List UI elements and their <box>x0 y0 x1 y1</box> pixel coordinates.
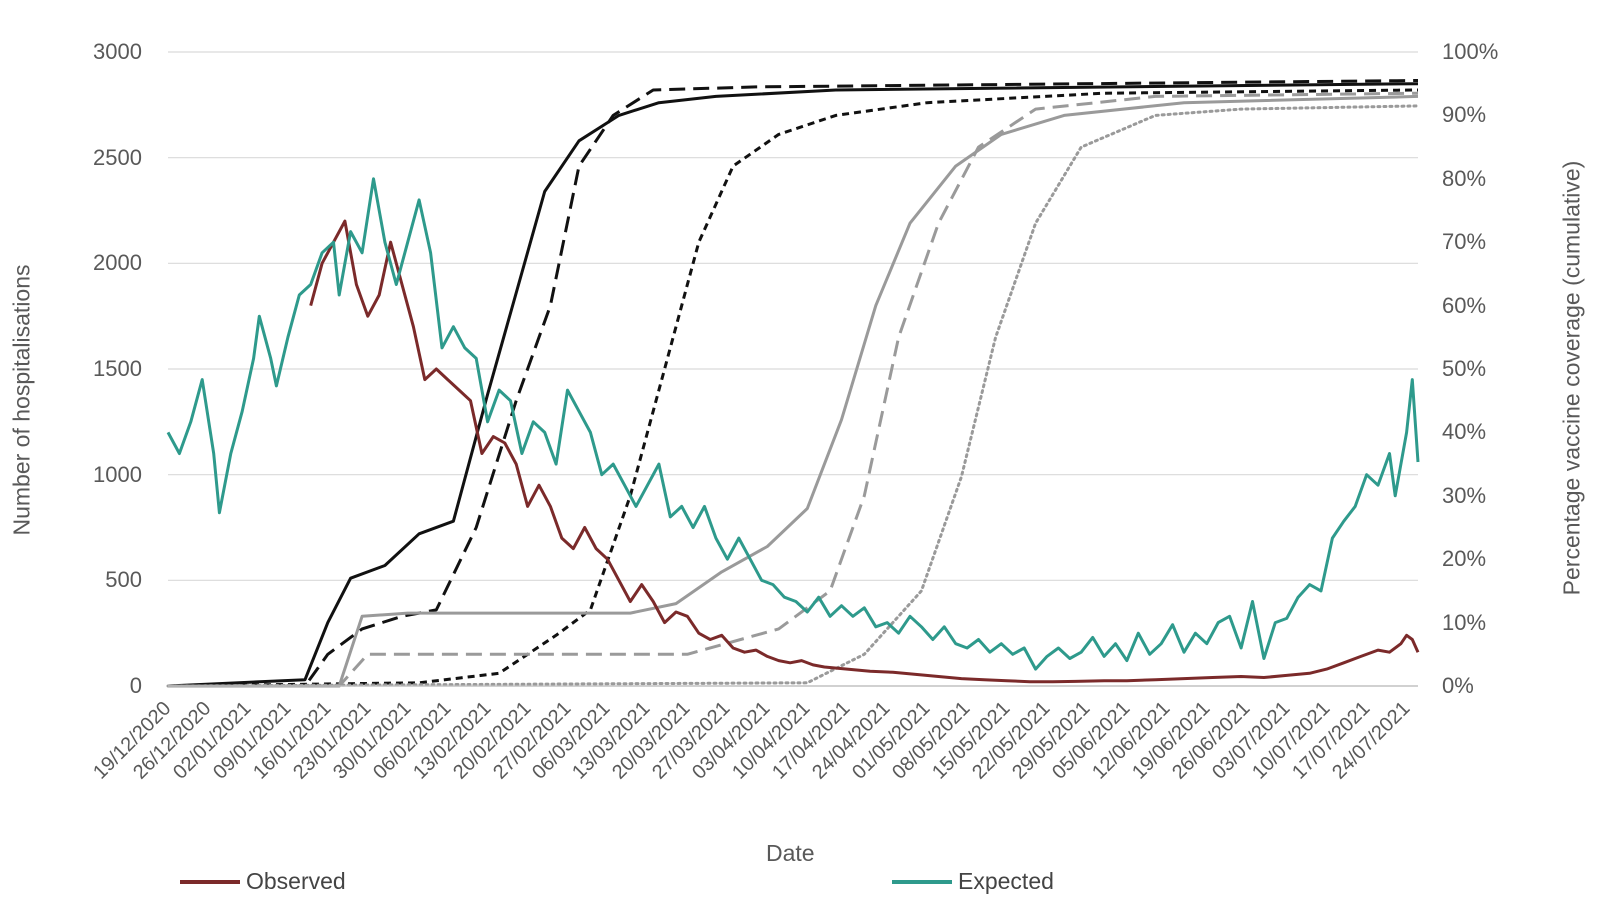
coverage-line-2 <box>167 82 1419 688</box>
legend-observed-label: Observed <box>246 868 346 894</box>
y2-tick-label: 40% <box>1442 419 1487 445</box>
coverage-line-3 <box>168 79 1419 688</box>
y2-tick-label: 90% <box>1442 102 1487 128</box>
series-observed-line <box>309 219 1420 684</box>
coverage-line-7 <box>166 104 1420 688</box>
gridlines <box>168 51 1418 687</box>
y-tick-label: 2500 <box>93 144 142 170</box>
legend-expected: Expected <box>892 868 1054 895</box>
y2-tick-label: 30% <box>1442 482 1487 508</box>
y2-tick-label: 70% <box>1442 229 1487 255</box>
coverage-line-6 <box>168 91 1419 688</box>
series-expected-line <box>166 177 1420 671</box>
legend-observed: Observed <box>180 868 346 895</box>
x-axis-title: Date <box>766 840 815 866</box>
y2-tick-label: 100% <box>1442 39 1499 64</box>
y-tick-label: 0 <box>129 673 142 698</box>
legend-expected-swatch <box>892 879 952 884</box>
y2-tick-label: 50% <box>1442 356 1487 381</box>
y2-tick-label: 20% <box>1442 546 1487 572</box>
y-tick-label: 500 <box>105 567 142 593</box>
y-tick-label: 2000 <box>93 250 142 276</box>
legend-expected-label: Expected <box>958 868 1054 894</box>
y2-tick-label: 10% <box>1442 609 1487 635</box>
legend-observed-swatch <box>180 879 240 884</box>
y-axis-title: Number of hospitalisations <box>8 264 35 536</box>
hospitalisation-lines <box>166 177 1420 684</box>
y2-tick-label: 80% <box>1442 165 1487 191</box>
y-tick-label: 3000 <box>93 39 142 64</box>
y-tick-label: 1500 <box>93 356 142 381</box>
y-tick-label: 1000 <box>93 461 142 487</box>
vaccine-coverage-lines <box>166 79 1420 688</box>
y2-tick-label: 60% <box>1442 292 1487 318</box>
y2-tick-label: 0% <box>1442 673 1474 698</box>
coverage-line-4 <box>167 88 1419 688</box>
y2-axis-title: Percentage vaccine coverage (cumulative) <box>1558 160 1585 596</box>
coverage-line-5 <box>168 94 1419 688</box>
